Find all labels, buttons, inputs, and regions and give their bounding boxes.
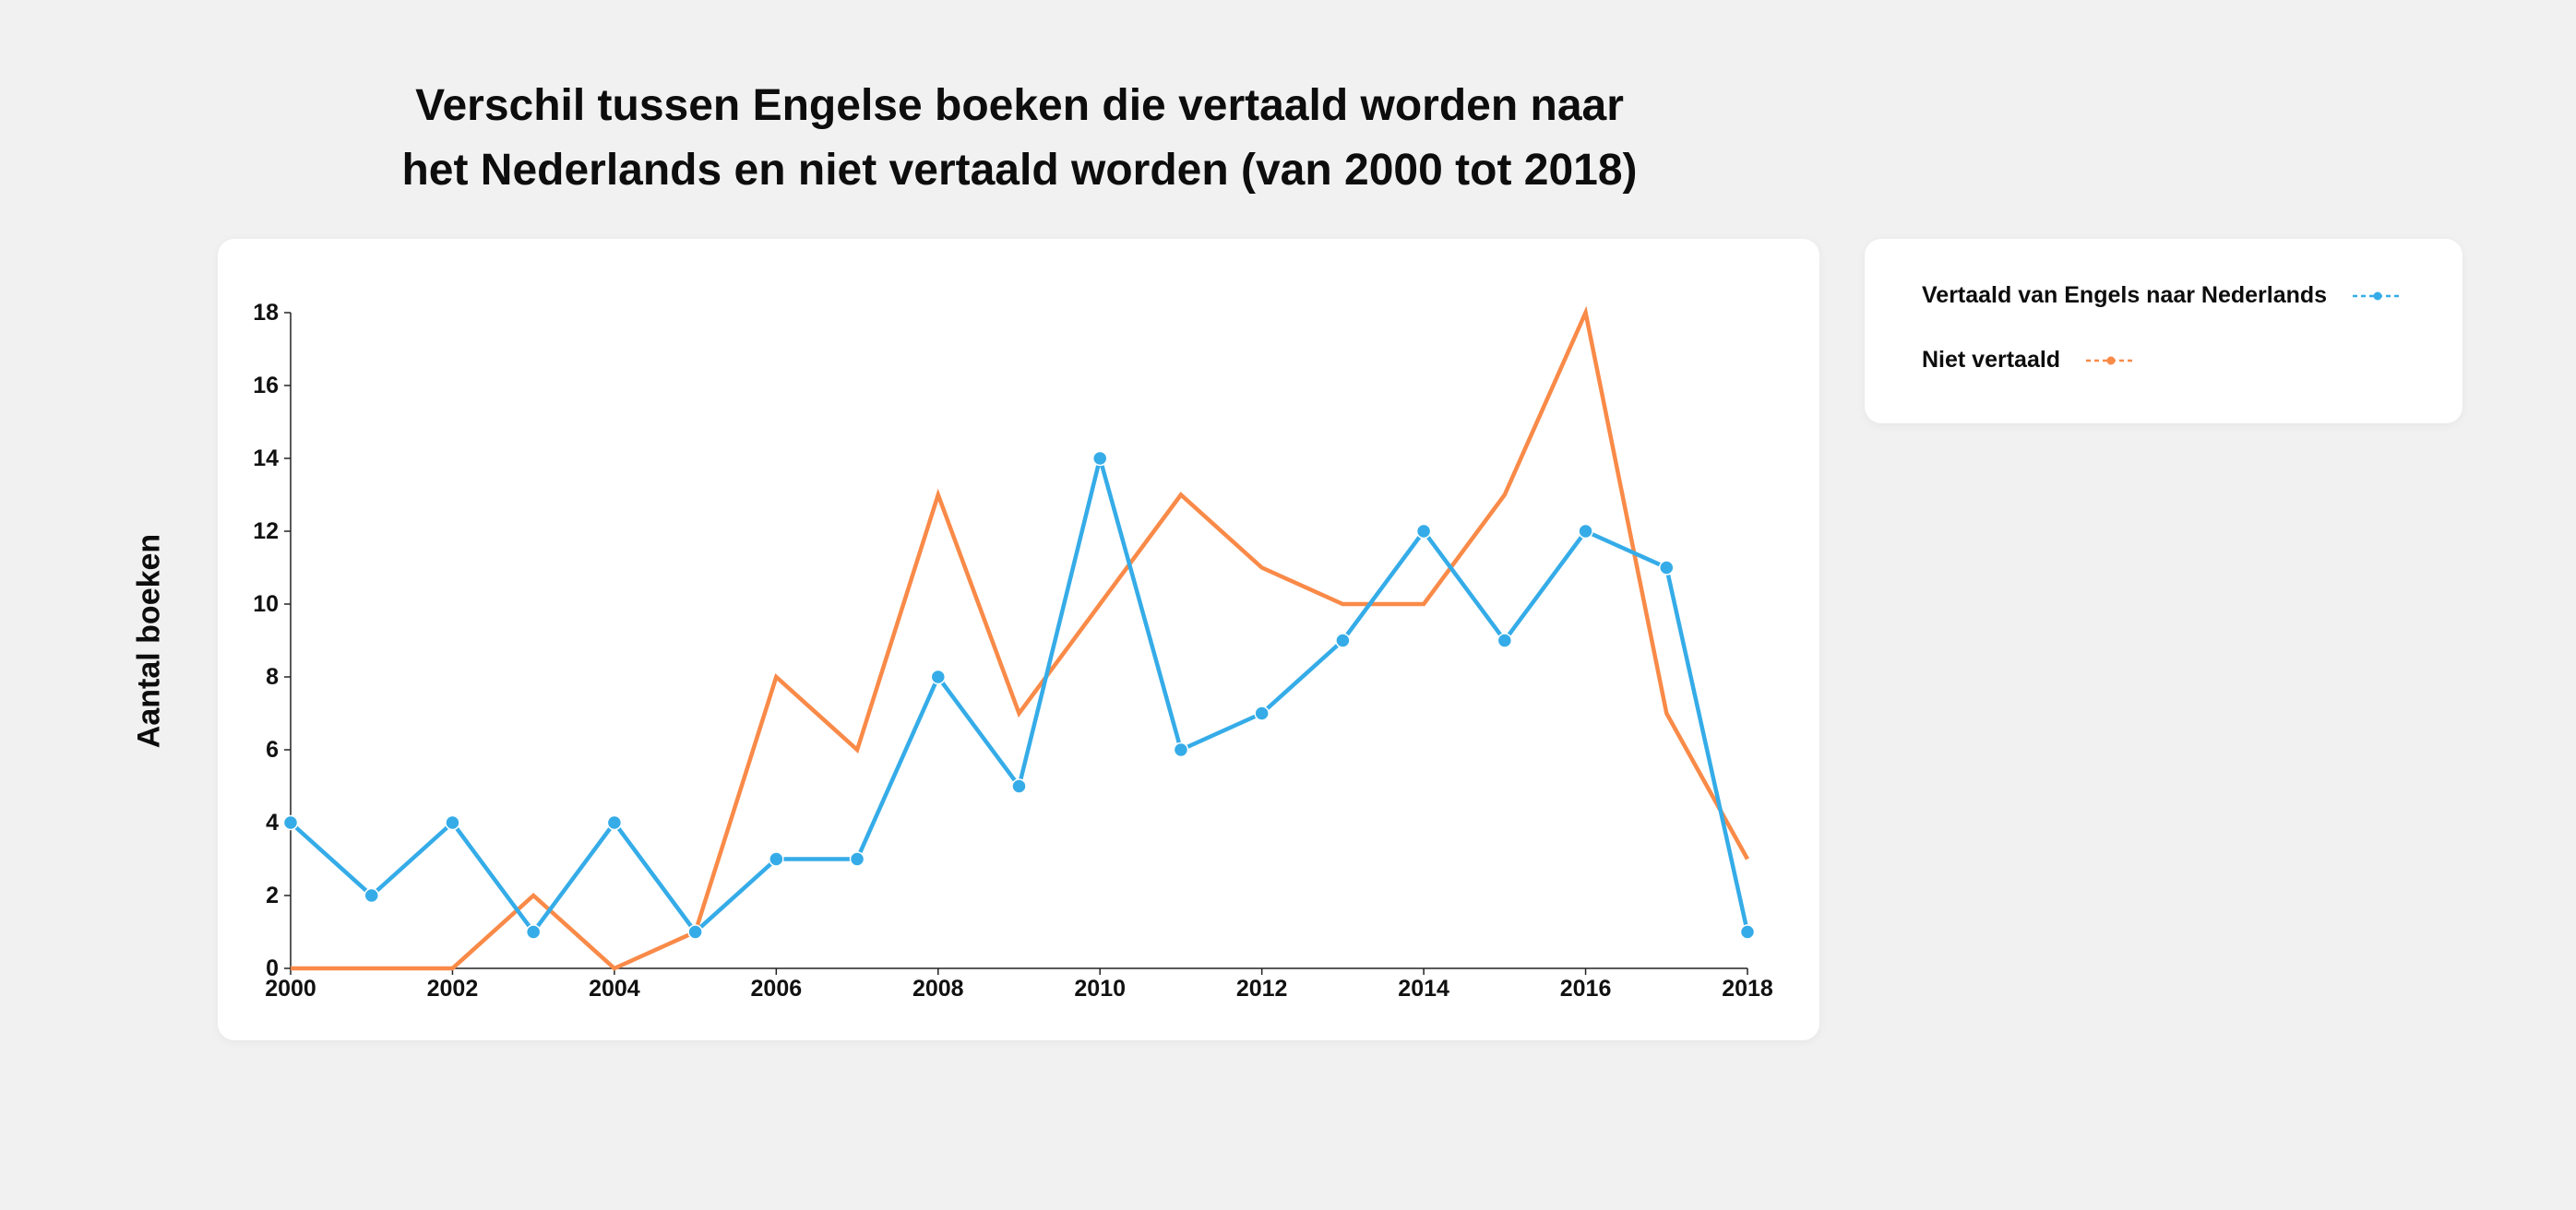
series-line-0	[289, 450, 1750, 936]
data-point	[1011, 778, 1027, 794]
legend: Vertaald van Engels naar Nederlands Niet…	[1865, 239, 2463, 423]
x-tick-label: 2018	[1722, 976, 1773, 1002]
axes: 0 2 4 6 8 10 12 14 16 18 2000 2002 2004 2006 2008 2010 2…	[253, 300, 1773, 1002]
chart-card: 0 2 4 6 8 10 12 14 16 18 2000 2002 2004 2006 2008 2010 2…	[218, 239, 1819, 1040]
chart-title-line-2: het Nederlands en niet vertaald worden (…	[401, 146, 1638, 195]
chart-title: Verschil tussen Engelse boeken die verta…	[277, 74, 1762, 203]
x-tick-label: 2006	[751, 976, 803, 1002]
y-tick-label: 2	[266, 883, 279, 908]
data-point	[849, 851, 865, 867]
data-point	[1659, 560, 1675, 575]
y-tick-label: 6	[266, 737, 279, 763]
series-lines	[282, 305, 1756, 971]
data-point	[1739, 924, 1756, 940]
x-tick-label: 2012	[1236, 976, 1288, 1002]
legend-label-translated: Vertaald van Engels naar Nederlands	[1922, 282, 2328, 308]
x-tick-label: 2008	[912, 976, 964, 1002]
data-point	[364, 887, 379, 904]
x-tick-label: 2014	[1398, 976, 1449, 1002]
x-tick-label: 2016	[1560, 976, 1612, 1002]
y-tick-label: 12	[253, 518, 279, 544]
legend-label-not-translated: Niet vertaald	[1922, 347, 2061, 373]
y-tick-label: 0	[266, 955, 279, 981]
legend-item-not-translated: Niet vertaald	[1922, 347, 2138, 374]
data-point	[1091, 450, 1108, 467]
data-point	[606, 814, 623, 831]
legend-swatch-not-translated	[2086, 356, 2137, 364]
y-tick-label: 4	[266, 810, 279, 836]
data-point	[445, 814, 460, 831]
data-point	[1497, 633, 1513, 648]
y-axis-label: Aantal boeken	[131, 533, 167, 749]
line-chart: 0 2 4 6 8 10 12 14 16 18 2000 2002 2004 2006 2008 2010 2…	[253, 300, 1773, 1002]
y-tick-label: 14	[253, 445, 279, 471]
data-point	[1254, 706, 1270, 721]
data-point	[525, 924, 542, 940]
data-point	[930, 669, 947, 685]
y-tick-label: 8	[266, 664, 279, 690]
chart-title-line-1: Verschil tussen Engelse boeken die verta…	[415, 81, 1624, 130]
x-tick-label: 2004	[589, 976, 640, 1002]
y-tick-label: 18	[253, 300, 279, 326]
x-tick-label: 2002	[427, 976, 479, 1002]
data-point	[1173, 741, 1189, 758]
x-tick-label: 2010	[1074, 976, 1126, 1002]
data-point	[1578, 523, 1593, 540]
data-point	[282, 814, 299, 831]
legend-item-translated: Vertaald van Engels naar Nederlands	[1922, 282, 2404, 309]
y-tick-label: 16	[253, 373, 279, 398]
data-point	[769, 851, 784, 867]
series-line-1	[291, 305, 1749, 971]
x-tick-label: 2000	[265, 976, 316, 1002]
data-point	[687, 924, 703, 940]
data-point	[1415, 523, 1432, 540]
y-tick-label: 10	[253, 591, 279, 617]
legend-swatch-translated	[2353, 291, 2403, 300]
data-point	[1335, 633, 1351, 648]
